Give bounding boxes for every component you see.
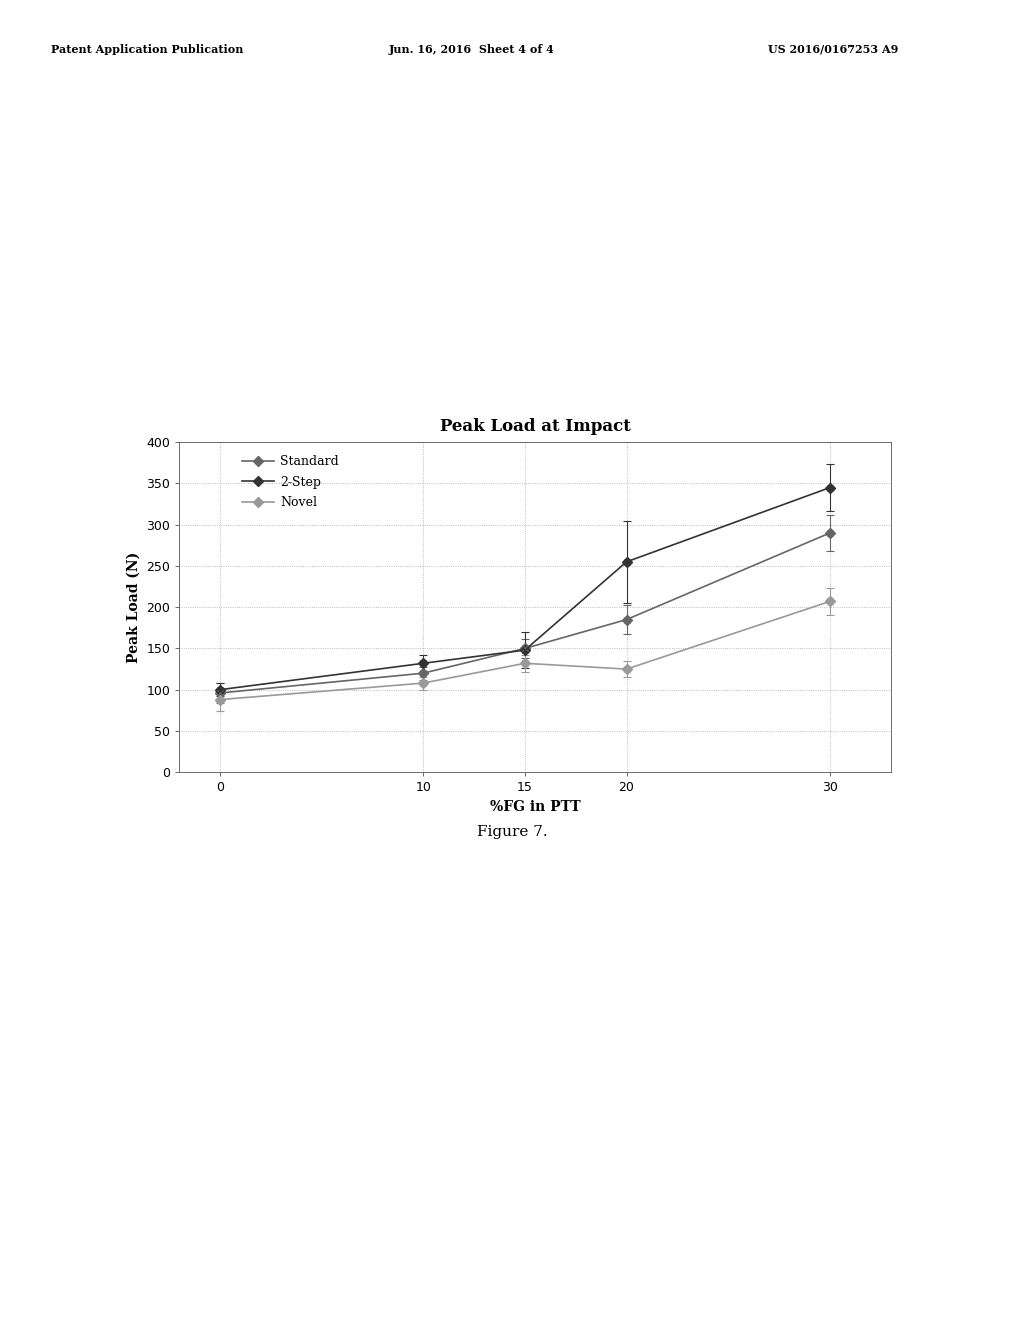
- Y-axis label: Peak Load (N): Peak Load (N): [127, 552, 140, 663]
- Legend: Standard, 2-Step, Novel: Standard, 2-Step, Novel: [243, 455, 339, 510]
- X-axis label: %FG in PTT: %FG in PTT: [489, 800, 581, 814]
- Text: Figure 7.: Figure 7.: [477, 825, 547, 840]
- Title: Peak Load at Impact: Peak Load at Impact: [439, 418, 631, 436]
- Text: Jun. 16, 2016  Sheet 4 of 4: Jun. 16, 2016 Sheet 4 of 4: [389, 44, 555, 54]
- Text: Patent Application Publication: Patent Application Publication: [51, 44, 244, 54]
- Text: US 2016/0167253 A9: US 2016/0167253 A9: [768, 44, 898, 54]
